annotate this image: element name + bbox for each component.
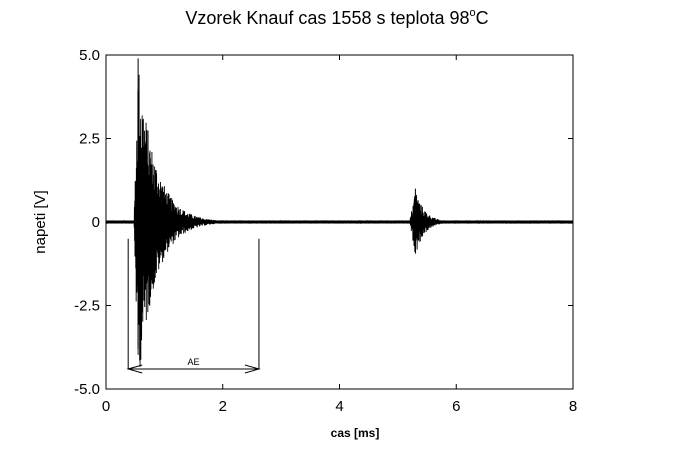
y-tick-label: -5.0 [74, 381, 100, 398]
y-tick-label: 0 [92, 214, 100, 231]
plot-area: AE [105, 54, 574, 390]
x-axis: 0 2 4 6 8 [102, 55, 577, 415]
x-tick-label: 8 [569, 398, 577, 415]
annotation-arrowhead-left [126, 364, 143, 374]
signal-layer [105, 58, 574, 367]
annotation-arrowhead-right [244, 364, 261, 374]
chart-title-degree: o [470, 7, 476, 19]
y-axis: 5.0 2.5 0 -2.5 -5.0 [74, 47, 573, 398]
annotation-label: AE [188, 357, 200, 367]
x-axis-label: cas [ms] [331, 426, 380, 440]
y-tick-label: 2.5 [79, 131, 100, 148]
chart-title-main: Vzorek Knauf cas 1558 s teplota 98 [185, 8, 469, 28]
x-tick-label: 4 [335, 398, 343, 415]
chart-title-unit: C [476, 8, 489, 28]
x-tick-label: 6 [452, 398, 460, 415]
x-tick-label: 2 [219, 398, 227, 415]
x-tick-label: 0 [102, 398, 110, 415]
y-tick-label: 5.0 [79, 47, 100, 64]
y-axis-label: napeti [V] [32, 190, 49, 253]
annotation-layer: AE [126, 238, 261, 374]
y-tick-label: -2.5 [74, 298, 100, 315]
chart-title: Vzorek Knauf cas 1558 s teplota 98oC [185, 7, 488, 28]
